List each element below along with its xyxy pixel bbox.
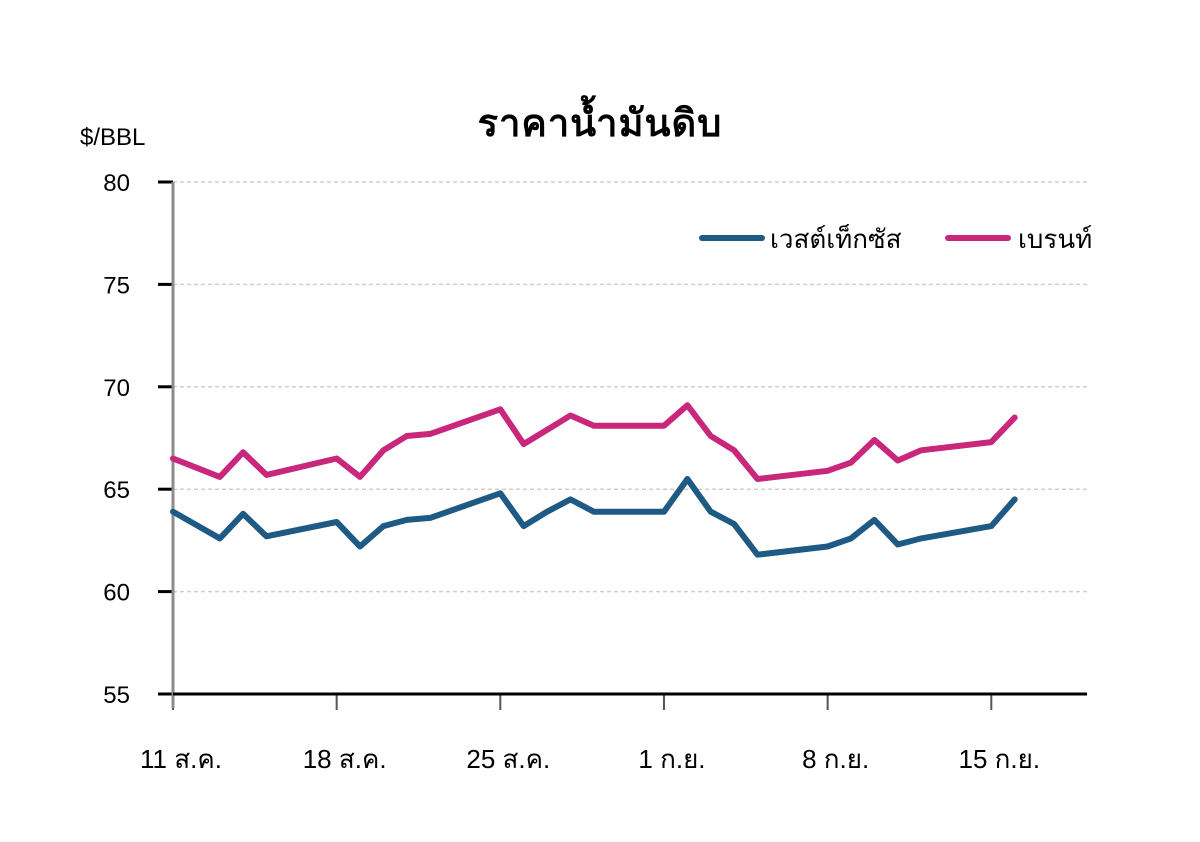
x-tick-label: 18 ส.ค. xyxy=(303,744,387,774)
y-tick-label: 70 xyxy=(103,375,130,402)
legend-label-0: เวสต์เท็กซัส xyxy=(770,223,902,254)
gridlines xyxy=(173,181,1087,593)
legend-label-1: เบรนท์ xyxy=(1018,224,1092,254)
series-line-0 xyxy=(170,476,1018,558)
y-tick-label: 55 xyxy=(103,682,130,709)
x-tick-label: 1 ก.ย. xyxy=(638,744,705,774)
series-line-1 xyxy=(170,402,1018,482)
legend: เวสต์เท็กซัส เบรนท์ xyxy=(699,223,1092,254)
x-tick-label: 25 ส.ค. xyxy=(466,744,550,774)
x-tick-label: 8 ก.ย. xyxy=(802,744,869,774)
y-tick-label: 60 xyxy=(103,580,130,607)
y-tick-label: 65 xyxy=(103,477,130,504)
x-tick-label: 15 ก.ย. xyxy=(959,744,1041,774)
y-axis-unit-label: $/BBL xyxy=(80,124,146,151)
chart-title: ราคาน้ำมันดิบ xyxy=(477,103,723,145)
data-series xyxy=(170,402,1018,558)
x-tick-label: 11 ส.ค. xyxy=(140,744,222,774)
x-axis-ticks: 11 ส.ค. 18 ส.ค. 25 ส.ค. 1 ก.ย. 8 ก.ย. 15 ก.ย. xyxy=(140,694,1040,774)
y-tick-label: 80 xyxy=(103,170,130,197)
y-tick-label: 75 xyxy=(103,272,130,299)
y-axis-ticks: 55 60 65 70 75 80 xyxy=(103,170,173,709)
